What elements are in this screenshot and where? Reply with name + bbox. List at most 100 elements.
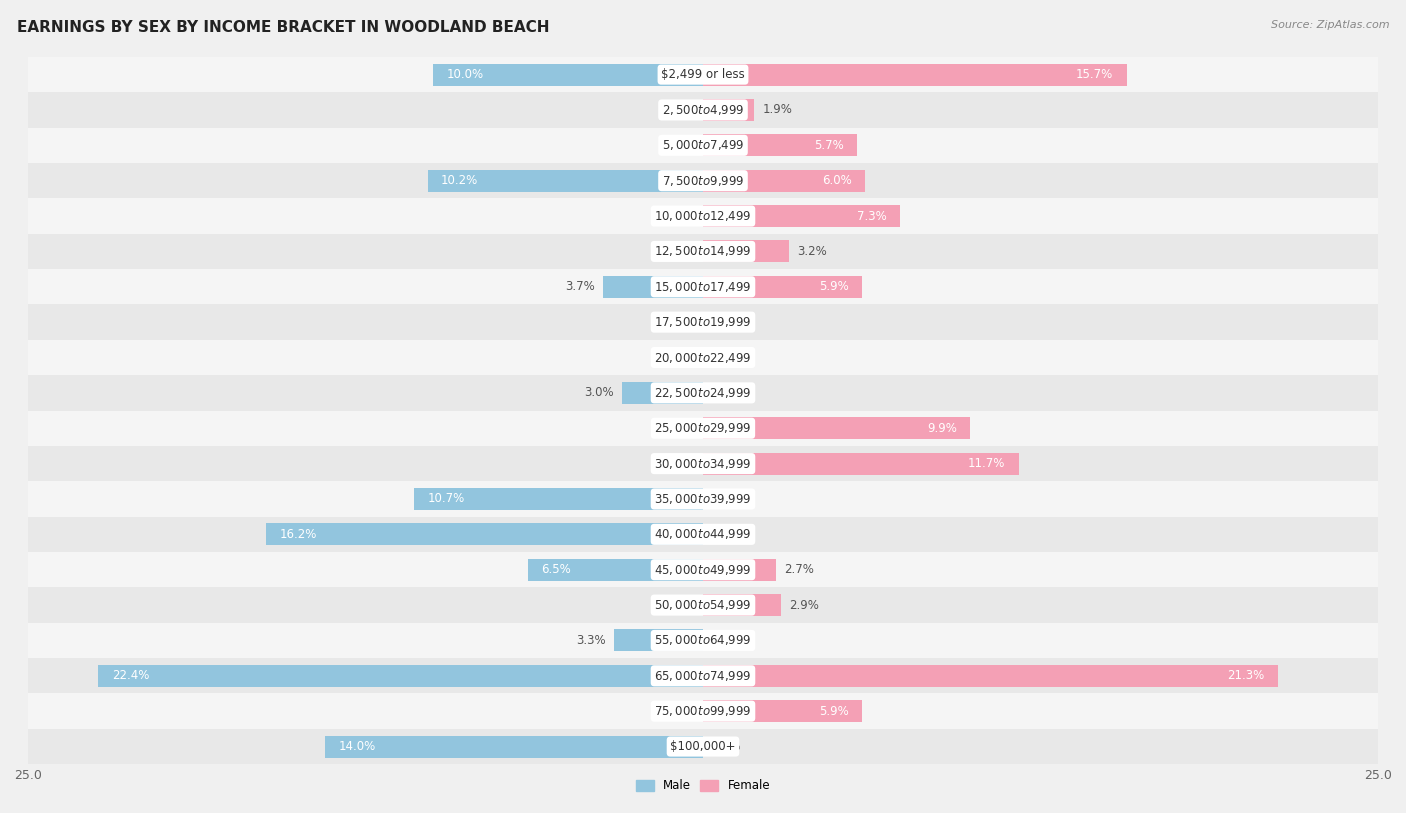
Bar [28, 517, 1378, 552]
Bar [703, 700, 862, 722]
Text: 0.0%: 0.0% [711, 351, 741, 364]
Bar [28, 198, 1378, 234]
Text: $25,000 to $29,999: $25,000 to $29,999 [654, 421, 752, 435]
Text: $7,500 to $9,999: $7,500 to $9,999 [662, 174, 744, 188]
Text: EARNINGS BY SEX BY INCOME BRACKET IN WOODLAND BEACH: EARNINGS BY SEX BY INCOME BRACKET IN WOO… [17, 20, 550, 35]
Text: 0.0%: 0.0% [711, 386, 741, 399]
Text: 0.0%: 0.0% [711, 315, 741, 328]
Text: $75,000 to $99,999: $75,000 to $99,999 [654, 704, 752, 718]
Bar [28, 587, 1378, 623]
Text: $55,000 to $64,999: $55,000 to $64,999 [654, 633, 752, 647]
Text: $17,500 to $19,999: $17,500 to $19,999 [654, 315, 752, 329]
Bar [28, 552, 1378, 587]
Text: 2.7%: 2.7% [785, 563, 814, 576]
Text: 22.4%: 22.4% [112, 669, 149, 682]
Text: $30,000 to $34,999: $30,000 to $34,999 [654, 457, 752, 471]
Text: 0.0%: 0.0% [665, 210, 695, 223]
Text: $2,499 or less: $2,499 or less [661, 68, 745, 81]
Text: $20,000 to $22,499: $20,000 to $22,499 [654, 350, 752, 364]
Bar [28, 163, 1378, 198]
Text: 3.3%: 3.3% [576, 634, 606, 647]
Text: 0.0%: 0.0% [711, 740, 741, 753]
Bar [703, 205, 900, 227]
Bar [703, 63, 1126, 85]
Bar [98, 665, 703, 687]
Bar [28, 57, 1378, 92]
Bar [703, 665, 1278, 687]
Text: 11.7%: 11.7% [967, 457, 1005, 470]
Text: 10.7%: 10.7% [427, 493, 465, 506]
Bar [28, 411, 1378, 446]
Bar [28, 623, 1378, 659]
Bar [703, 594, 782, 616]
Bar [28, 92, 1378, 128]
Bar [28, 376, 1378, 411]
Bar [703, 417, 970, 439]
Text: 2.9%: 2.9% [789, 598, 820, 611]
Text: 0.0%: 0.0% [665, 705, 695, 718]
Text: 0.0%: 0.0% [711, 528, 741, 541]
Bar [28, 128, 1378, 163]
Text: $100,000+: $100,000+ [671, 740, 735, 753]
Text: 6.5%: 6.5% [541, 563, 571, 576]
Bar [603, 276, 703, 298]
Text: $2,500 to $4,999: $2,500 to $4,999 [662, 103, 744, 117]
Text: $5,000 to $7,499: $5,000 to $7,499 [662, 138, 744, 152]
Text: $10,000 to $12,499: $10,000 to $12,499 [654, 209, 752, 223]
Text: $15,000 to $17,499: $15,000 to $17,499 [654, 280, 752, 293]
Bar [703, 170, 865, 192]
Text: 0.0%: 0.0% [665, 139, 695, 152]
Bar [28, 304, 1378, 340]
Bar [28, 693, 1378, 729]
Text: 0.0%: 0.0% [665, 598, 695, 611]
Text: $35,000 to $39,999: $35,000 to $39,999 [654, 492, 752, 506]
Text: 5.9%: 5.9% [820, 705, 849, 718]
Bar [28, 446, 1378, 481]
Text: 0.0%: 0.0% [665, 315, 695, 328]
Text: 0.0%: 0.0% [665, 351, 695, 364]
Text: 1.9%: 1.9% [762, 103, 792, 116]
Text: 10.2%: 10.2% [441, 174, 478, 187]
Text: 7.3%: 7.3% [856, 210, 887, 223]
Text: 9.9%: 9.9% [927, 422, 956, 435]
Bar [28, 233, 1378, 269]
Text: 5.9%: 5.9% [820, 280, 849, 293]
Text: $22,500 to $24,999: $22,500 to $24,999 [654, 386, 752, 400]
Bar [614, 629, 703, 651]
Bar [703, 99, 754, 121]
Text: 16.2%: 16.2% [280, 528, 316, 541]
Text: 5.7%: 5.7% [814, 139, 844, 152]
Text: $45,000 to $49,999: $45,000 to $49,999 [654, 563, 752, 576]
Text: 0.0%: 0.0% [665, 422, 695, 435]
Text: 0.0%: 0.0% [665, 103, 695, 116]
Bar [703, 134, 856, 156]
Text: 6.0%: 6.0% [821, 174, 852, 187]
Text: $40,000 to $44,999: $40,000 to $44,999 [654, 528, 752, 541]
Bar [703, 559, 776, 580]
Text: $50,000 to $54,999: $50,000 to $54,999 [654, 598, 752, 612]
Legend: Male, Female: Male, Female [631, 775, 775, 798]
Text: 0.0%: 0.0% [665, 457, 695, 470]
Bar [325, 736, 703, 758]
Text: 15.7%: 15.7% [1076, 68, 1114, 81]
Text: $12,500 to $14,999: $12,500 to $14,999 [654, 245, 752, 259]
Text: 3.7%: 3.7% [565, 280, 595, 293]
Bar [28, 659, 1378, 693]
Bar [28, 481, 1378, 517]
Bar [703, 453, 1019, 475]
Text: 0.0%: 0.0% [711, 634, 741, 647]
Bar [28, 340, 1378, 375]
Bar [28, 269, 1378, 304]
Bar [28, 729, 1378, 764]
Bar [703, 241, 789, 263]
Bar [703, 276, 862, 298]
Bar [266, 524, 703, 546]
Text: 3.0%: 3.0% [585, 386, 614, 399]
Text: $65,000 to $74,999: $65,000 to $74,999 [654, 669, 752, 683]
Bar [621, 382, 703, 404]
Bar [527, 559, 703, 580]
Bar [433, 63, 703, 85]
Text: 14.0%: 14.0% [339, 740, 375, 753]
Text: 0.0%: 0.0% [711, 493, 741, 506]
Text: 3.2%: 3.2% [797, 245, 827, 258]
